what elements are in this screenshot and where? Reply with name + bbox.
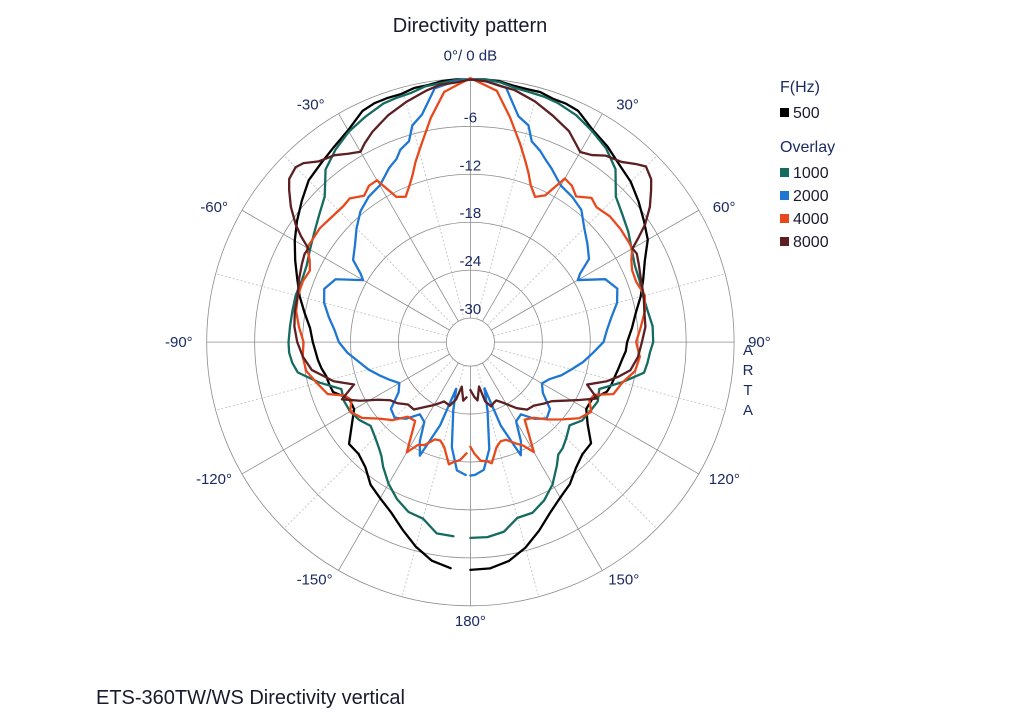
svg-text:Overlay: Overlay [780,139,835,156]
svg-text:R: R [743,362,754,379]
svg-text:A: A [743,402,753,419]
svg-text:Directivity pattern: Directivity pattern [393,15,548,37]
svg-text:500: 500 [793,105,820,122]
svg-text:-120°: -120° [196,471,232,488]
svg-text:-60°: -60° [200,199,228,216]
svg-text:150°: 150° [608,572,639,589]
svg-text:A: A [743,342,753,359]
svg-text:30°: 30° [616,97,639,114]
svg-text:-18: -18 [460,205,482,222]
svg-text:0°/ 0 dB: 0°/ 0 dB [444,47,498,64]
svg-text:-24: -24 [460,253,482,270]
svg-text:-90°: -90° [165,334,193,351]
svg-text:-6: -6 [464,109,477,126]
svg-text:180°: 180° [455,613,486,630]
svg-text:ETS-360TW/WS Directivity vert: ETS-360TW/WS Directivity vertical [96,687,405,709]
svg-text:-150°: -150° [297,572,333,589]
svg-text:120°: 120° [709,471,740,488]
svg-text:60°: 60° [713,199,736,216]
svg-text:4000: 4000 [793,211,829,228]
svg-text:-30°: -30° [297,97,325,114]
svg-text:T: T [743,382,752,399]
svg-text:2000: 2000 [793,188,829,205]
svg-text:8000: 8000 [793,234,829,251]
svg-text:-30: -30 [460,301,482,318]
svg-text:F(Hz): F(Hz) [780,79,820,96]
svg-text:1000: 1000 [793,165,829,182]
svg-text:-12: -12 [460,157,482,174]
